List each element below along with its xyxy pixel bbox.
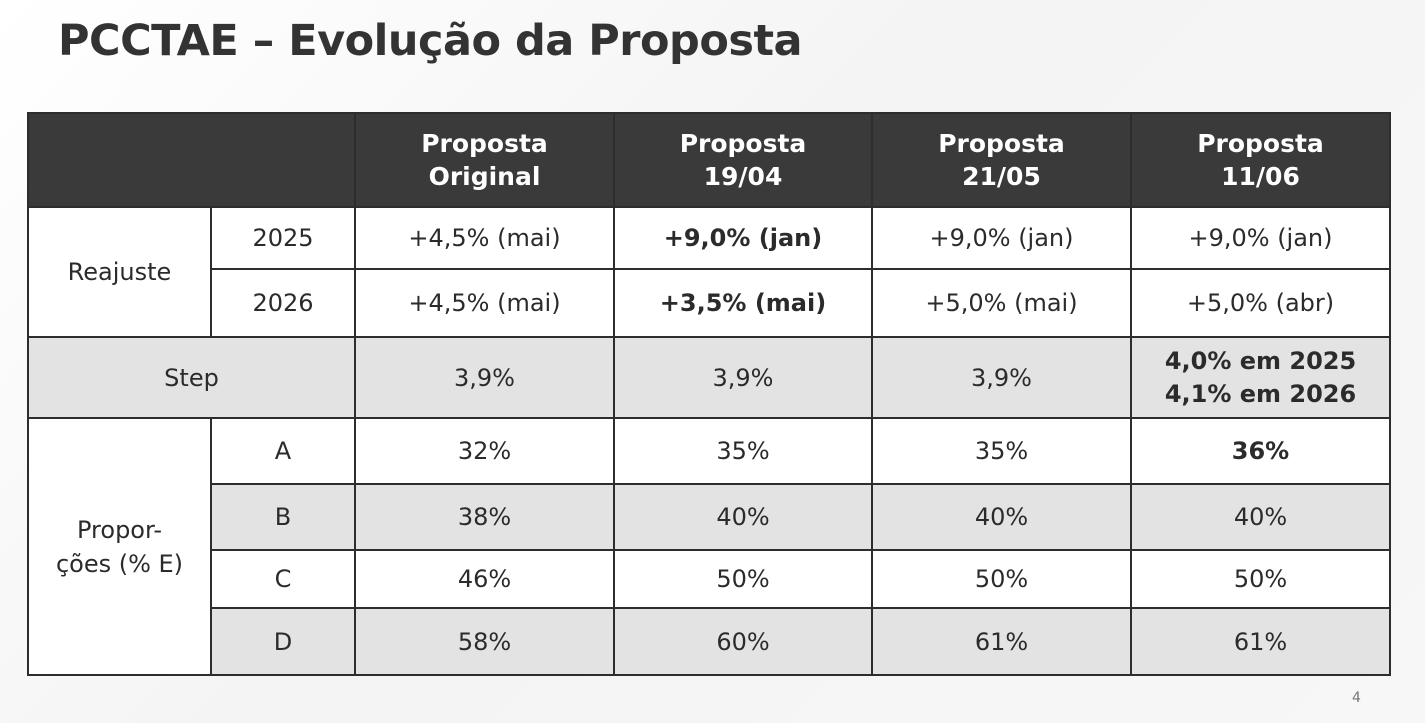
table-cell: 40%: [1130, 483, 1391, 551]
table-row-reajuste-2026: 2026 +4,5% (mai) +3,5% (mai) +5,0% (mai)…: [28, 268, 1391, 338]
table-cell: 50%: [871, 549, 1132, 609]
table-cell: 35%: [613, 417, 873, 485]
column-header-line2: Original: [428, 162, 541, 191]
header-row: Proposta Original Proposta 19/04 Propost…: [27, 112, 1391, 208]
table-cell: 50%: [613, 549, 873, 609]
column-header-19-04: Proposta 19/04: [613, 112, 873, 208]
table-cell: 40%: [613, 483, 873, 551]
table-cell: 35%: [871, 417, 1132, 485]
table-cell: 58%: [354, 607, 615, 676]
column-header-line1: Proposta: [938, 129, 1065, 158]
table-cell-highlight: +9,0% (jan): [613, 206, 873, 270]
column-header-original: Proposta Original: [354, 112, 615, 208]
table-cell: 61%: [1130, 607, 1391, 676]
table-cell: 32%: [354, 417, 615, 485]
table-row-level-a: Propor- ções (% E) A 32% 35% 35% 36%: [27, 417, 1391, 676]
table-cell: 3,9%: [613, 336, 873, 419]
column-header-line2: 19/04: [703, 162, 783, 191]
table-cell: 38%: [354, 483, 615, 551]
page-number: 4: [1352, 690, 1361, 706]
table-cell: 3,9%: [354, 336, 615, 419]
step-final-cell: 4,0% em 2025 4,1% em 2026: [1130, 336, 1391, 419]
table-cell: +5,0% (abr): [1130, 268, 1391, 338]
table-cell: +4,5% (mai): [354, 268, 615, 338]
row-group-label-reajuste: Reajuste: [27, 206, 212, 338]
page-title: PCCTAE – Evolução da Proposta: [58, 16, 803, 66]
proposal-evolution-table: Proposta Original Proposta 19/04 Propost…: [27, 112, 1391, 676]
table-cell: +9,0% (jan): [871, 206, 1132, 270]
table-cell: 50%: [1130, 549, 1391, 609]
table-cell: 46%: [354, 549, 615, 609]
row-group-label-proporcoes: Propor- ções (% E): [27, 417, 212, 676]
level-cell: D: [210, 607, 356, 676]
year-cell: 2026: [210, 268, 356, 338]
level-cell: A: [210, 417, 356, 485]
column-header-line1: Proposta: [421, 129, 548, 158]
table-row-level-c: C 46% 50% 50% 50%: [28, 549, 1391, 609]
table-cell: 40%: [871, 483, 1132, 551]
header-corner-cell: [27, 112, 356, 208]
level-cell: B: [210, 483, 356, 551]
column-header-line1: Proposta: [679, 129, 807, 158]
table-row-level-b: B 38% 40% 40% 40%: [28, 483, 1391, 551]
step-final-line1: 4,0% em 2025: [1164, 346, 1357, 375]
table-cell: 61%: [871, 607, 1132, 676]
table-row-step: Step 3,9% 3,9% 3,9% 4,0% em 2025 4,1% em…: [27, 336, 1391, 419]
table-cell: 60%: [613, 607, 873, 676]
column-header-21-05: Proposta 21/05: [871, 112, 1132, 208]
table-cell: +5,0% (mai): [871, 268, 1132, 338]
table-cell: +4,5% (mai): [354, 206, 615, 270]
column-header-line1: Proposta: [1197, 129, 1324, 158]
proporcoes-label-line2: ções (% E): [55, 549, 184, 578]
step-final-line2: 4,1% em 2026: [1164, 379, 1357, 408]
column-header-line2: 11/06: [1221, 162, 1300, 191]
proporcoes-label-line1: Propor-: [77, 515, 162, 544]
table-cell-highlight: +3,5% (mai): [613, 268, 873, 338]
column-header-11-06: Proposta 11/06: [1130, 112, 1391, 208]
level-cell: C: [210, 549, 356, 609]
table-row-level-d: D 58% 60% 61% 61%: [28, 607, 1391, 676]
year-cell: 2025: [210, 206, 356, 270]
table-cell-highlight: 36%: [1130, 417, 1391, 485]
column-header-line2: 21/05: [962, 162, 1041, 191]
table-cell: 3,9%: [871, 336, 1132, 419]
table-row-reajuste-2025: Reajuste 2025 +4,5% (mai) +9,0% (jan) +9…: [27, 206, 1391, 338]
row-label-step: Step: [27, 336, 356, 419]
table-cell: +9,0% (jan): [1130, 206, 1391, 270]
